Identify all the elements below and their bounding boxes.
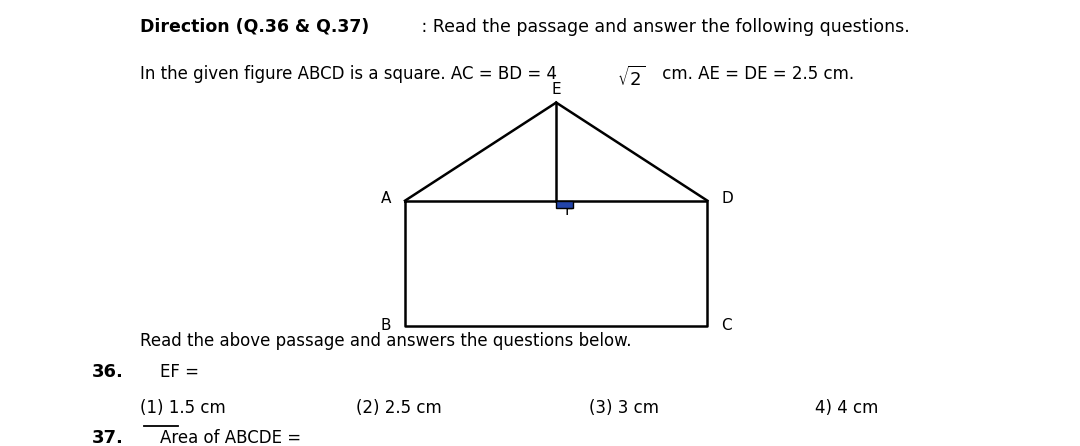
Text: F: F bbox=[565, 203, 573, 218]
Text: 4) 4 cm: 4) 4 cm bbox=[815, 399, 879, 417]
Text: EF =: EF = bbox=[160, 363, 199, 381]
Text: B: B bbox=[380, 318, 391, 333]
Text: (2) 2.5 cm: (2) 2.5 cm bbox=[356, 399, 442, 417]
Text: Area of ABCDE =: Area of ABCDE = bbox=[160, 429, 301, 446]
Bar bbox=[556, 201, 573, 208]
Text: (1) 1.5 cm: (1) 1.5 cm bbox=[140, 399, 226, 417]
Text: In the given figure ABCD is a square. AC = BD = 4: In the given figure ABCD is a square. AC… bbox=[140, 65, 557, 83]
Text: cm. AE = DE = 2.5 cm.: cm. AE = DE = 2.5 cm. bbox=[657, 65, 854, 83]
Text: A: A bbox=[380, 191, 391, 206]
Text: 37.: 37. bbox=[92, 429, 124, 446]
Text: Direction (Q.36 & Q.37): Direction (Q.36 & Q.37) bbox=[140, 18, 369, 36]
Text: Read the above passage and answers the questions below.: Read the above passage and answers the q… bbox=[140, 332, 632, 350]
Text: C: C bbox=[721, 318, 732, 333]
Text: D: D bbox=[721, 191, 733, 206]
Text: (3) 3 cm: (3) 3 cm bbox=[589, 399, 659, 417]
Text: $\sqrt{2}$: $\sqrt{2}$ bbox=[617, 66, 645, 90]
Text: : Read the passage and answer the following questions.: : Read the passage and answer the follow… bbox=[416, 18, 909, 36]
Text: 36.: 36. bbox=[92, 363, 124, 381]
Text: E: E bbox=[552, 82, 561, 97]
